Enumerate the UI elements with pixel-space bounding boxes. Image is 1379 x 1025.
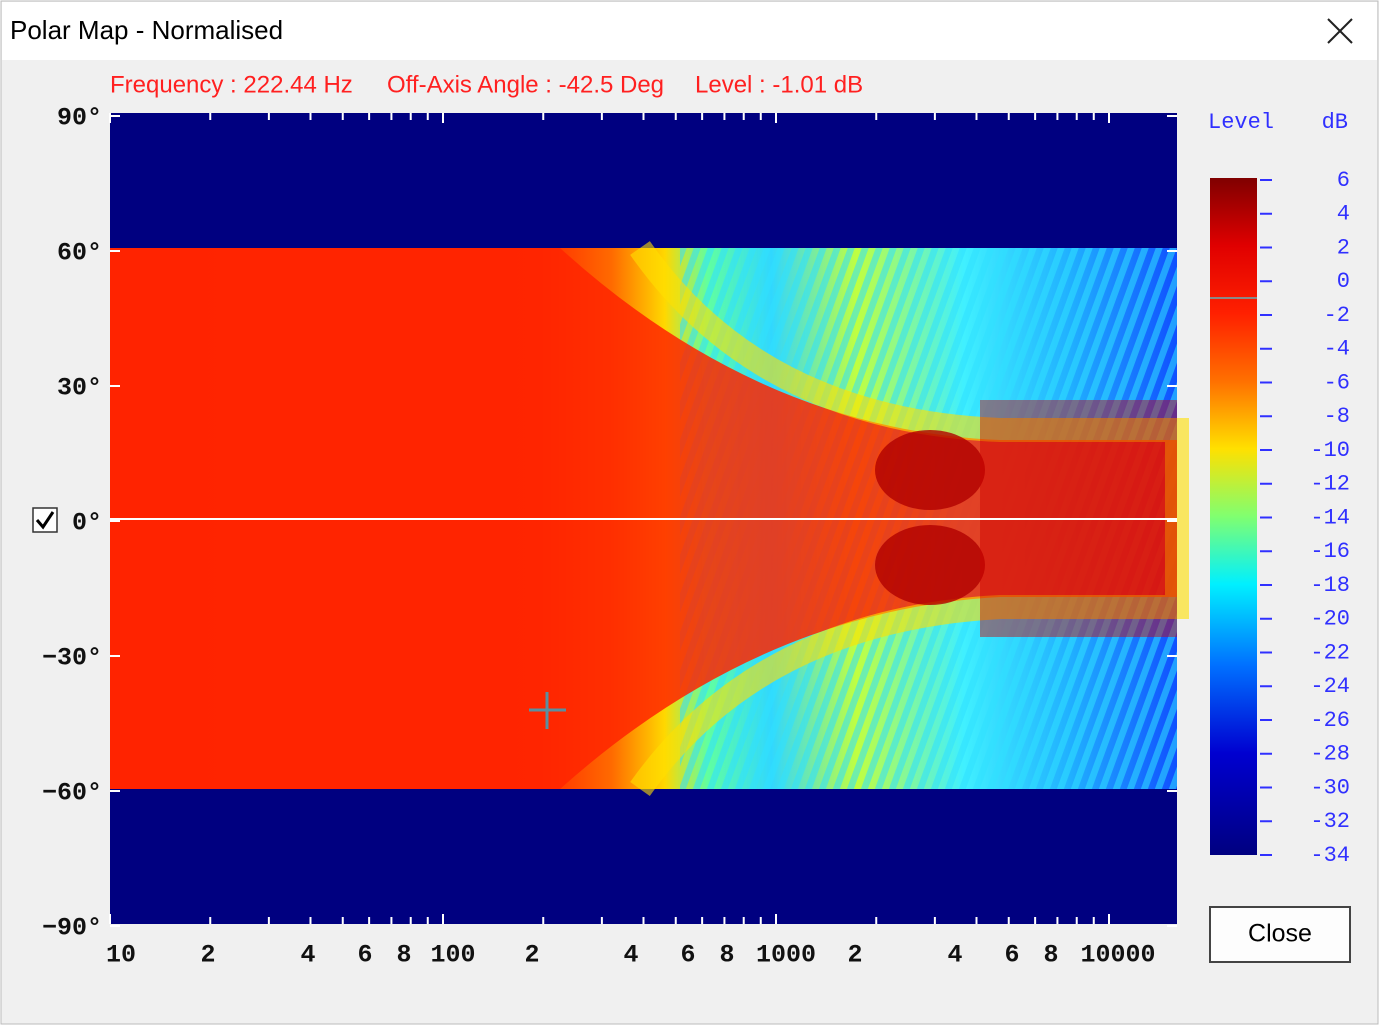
reference-checkbox[interactable] [32, 507, 58, 533]
x-tick-label: 4 [623, 941, 638, 970]
colorbar-label: -32 [1310, 809, 1350, 834]
close-label[interactable]: Close [1248, 920, 1312, 948]
close-button[interactable]: Close [1209, 906, 1351, 963]
colorbar-label: -20 [1310, 607, 1350, 632]
colorbar-label: -24 [1310, 674, 1350, 699]
y-tick-label: 60° [57, 239, 102, 268]
y-tick-label: 0° [72, 509, 102, 538]
colorbar-label: -16 [1310, 539, 1350, 564]
title-bar [2, 2, 1377, 60]
colorbar-label: -2 [1324, 303, 1350, 328]
x-tick-label: 4 [300, 941, 315, 970]
colorbar-title: Level [1208, 110, 1274, 135]
x-tick-label: 6 [357, 941, 372, 970]
colorbar-label: -6 [1324, 370, 1350, 395]
colorbar-label: -8 [1324, 404, 1350, 429]
colorbar-label: 2 [1337, 235, 1350, 260]
colorbar-label: 6 [1337, 168, 1350, 193]
colorbar-label: -18 [1310, 573, 1350, 598]
frequency-readout: Frequency : 222.44 Hz [110, 71, 353, 98]
colorbar-label: -10 [1310, 438, 1350, 463]
colorbar-label: -34 [1310, 843, 1350, 868]
colorbar-label: -4 [1324, 337, 1350, 362]
x-tick-label: 10 [106, 941, 136, 970]
checkmark [35, 511, 55, 530]
colorbar-label: -28 [1310, 742, 1350, 767]
x-tick-label: 2 [200, 941, 215, 970]
window-title: Polar Map - Normalised [10, 15, 283, 45]
colorbar-label: -26 [1310, 708, 1350, 733]
x-tick-label: 8 [396, 941, 411, 970]
y-tick-label: 30° [57, 374, 102, 403]
colorbar-label: -22 [1310, 640, 1350, 665]
angle-readout: Off-Axis Angle : -42.5 Deg [387, 71, 664, 98]
x-tick-label: 6 [1004, 941, 1019, 970]
x-tick-label: 10000 [1080, 941, 1155, 970]
heatmap [110, 113, 1189, 924]
y-tick-label: −90° [42, 914, 102, 943]
x-tick-label: 6 [680, 941, 695, 970]
y-tick-label: −30° [42, 644, 102, 673]
x-tick-label: 4 [947, 941, 962, 970]
close-x[interactable] [1327, 18, 1353, 44]
colorbar-label: -12 [1310, 472, 1350, 497]
colorbar-label: -14 [1310, 505, 1350, 530]
axis-ticks [109, 113, 1177, 927]
colorbar-label: 0 [1337, 269, 1350, 294]
colorbar [1210, 178, 1257, 855]
x-tick-label: 1000 [756, 941, 816, 970]
colorbar-label: -30 [1310, 775, 1350, 800]
x-tick-label: 8 [1043, 941, 1058, 970]
x-tick-label: 2 [524, 941, 539, 970]
x-tick-label: 2 [847, 941, 862, 970]
x-tick-label: 8 [719, 941, 734, 970]
y-tick-label: 90° [57, 104, 102, 133]
y-tick-label: −60° [42, 779, 102, 808]
level-readout: Level : -1.01 dB [695, 71, 863, 98]
colorbar-unit: dB [1322, 110, 1348, 135]
x-tick-label: 100 [430, 941, 475, 970]
colorbar-label: 4 [1337, 202, 1350, 227]
